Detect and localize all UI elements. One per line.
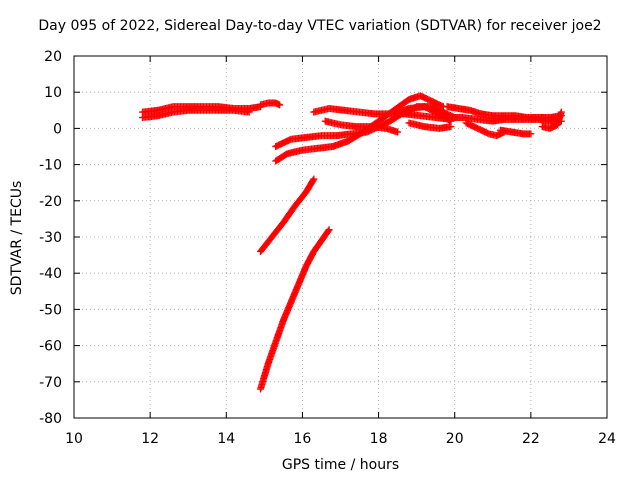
- data-point: [310, 175, 318, 183]
- y-tick-label: 20: [44, 49, 62, 65]
- y-tick-label: 0: [53, 121, 62, 137]
- x-tick-label: 10: [65, 431, 83, 447]
- grid: [74, 56, 607, 418]
- x-tick-label: 22: [522, 431, 540, 447]
- y-tick-label: -20: [39, 194, 62, 210]
- data-point: [276, 101, 284, 109]
- data-points: [139, 92, 565, 393]
- chart-title: Day 095 of 2022, Sidereal Day-to-day VTE…: [38, 18, 602, 34]
- data-point: [394, 128, 402, 136]
- x-tick-label: 24: [598, 431, 616, 447]
- plot-border: [73, 55, 608, 419]
- y-tick-label: -80: [39, 411, 62, 427]
- y-tick-label: -70: [39, 375, 62, 391]
- data-point: [557, 108, 565, 116]
- x-tick-label: 20: [446, 431, 464, 447]
- data-point: [245, 108, 253, 116]
- data-point: [324, 227, 332, 235]
- y-tick-label: -40: [39, 266, 62, 282]
- data-point: [309, 176, 317, 184]
- y-tick-label: -60: [39, 339, 62, 355]
- y-tick-label: 10: [44, 85, 62, 101]
- data-point: [447, 123, 455, 131]
- x-tick-label: 16: [294, 431, 312, 447]
- data-point: [325, 226, 333, 234]
- y-axis: -80 -70 -60 -50 -40 -30 -20 -10 0 10 20: [39, 49, 607, 427]
- y-tick-label: -10: [39, 158, 62, 174]
- y-tick-label: -30: [39, 230, 62, 246]
- x-tick-label: 18: [370, 431, 388, 447]
- x-axis-label: GPS time / hours: [281, 457, 400, 473]
- x-tick-label: 12: [141, 431, 159, 447]
- x-tick-label: 14: [217, 431, 235, 447]
- data-point: [527, 130, 535, 138]
- x-axis: 10 12 14 16 18 20 22 24: [65, 56, 616, 447]
- y-tick-label: -50: [39, 302, 62, 318]
- y-axis-label: SDTVAR / TECUs: [9, 180, 25, 296]
